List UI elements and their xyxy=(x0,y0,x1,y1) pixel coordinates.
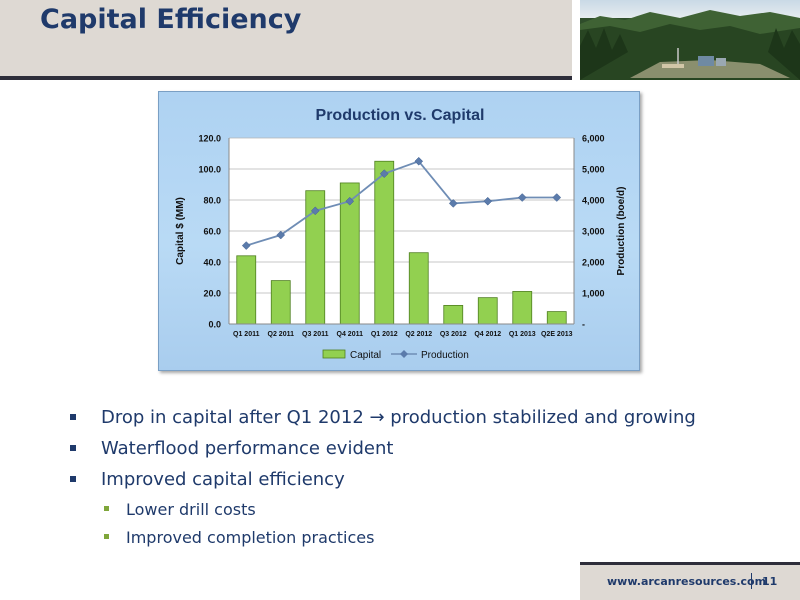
x-tick-label: Q2 2011 xyxy=(268,331,295,338)
x-tick-label: Q3 2011 xyxy=(302,331,329,338)
y-tick-label: 40.0 xyxy=(203,258,221,268)
bullet-text: Improved capital efficiency xyxy=(101,469,345,490)
y2-tick-label: - xyxy=(582,320,585,330)
production-point xyxy=(414,156,424,166)
capital-bar xyxy=(546,311,567,325)
bullet-item: Waterflood performance evident xyxy=(70,436,790,467)
x-tick-label: Q3 2012 xyxy=(440,331,467,338)
legend-swatch-capital xyxy=(322,349,346,359)
x-tick-label: Q1 2012 xyxy=(371,331,398,338)
bullet-marker-icon xyxy=(70,476,76,482)
capital-bar xyxy=(236,255,257,325)
page-number: 11 xyxy=(762,575,778,588)
production-point xyxy=(276,230,286,240)
sub-bullet-marker-icon xyxy=(104,506,109,511)
sub-bullet-text: Improved completion practices xyxy=(126,528,375,547)
y2-tick-label: 6,000 xyxy=(582,134,605,144)
capital-bar xyxy=(374,160,395,325)
x-tick-label: Q1 2011 xyxy=(233,331,260,338)
production-point xyxy=(517,193,527,202)
footer-separator xyxy=(751,573,752,589)
production-point xyxy=(310,206,320,216)
legend-label-capital: Capital xyxy=(350,350,381,361)
y-tick-label: 60.0 xyxy=(203,227,221,237)
y-tick-label: 100.0 xyxy=(198,165,221,175)
y2-axis-title: Production (boe/d) xyxy=(616,187,627,276)
sub-bullet-item: Lower drill costs xyxy=(70,498,790,526)
bullet-marker-icon xyxy=(70,414,76,420)
header-divider xyxy=(0,76,572,80)
bullet-item: Drop in capital after Q1 2012 → producti… xyxy=(70,405,790,436)
website-link[interactable]: www.arcanresources.com xyxy=(607,575,767,588)
bullet-text: Drop in capital after Q1 2012 → producti… xyxy=(101,407,696,428)
legend-label-production: Production xyxy=(421,350,469,361)
slide-title: Capital Efficiency xyxy=(40,4,302,35)
capital-bar xyxy=(512,291,533,325)
chart-canvas: 0.0 20.0 40.0 60.0 80.0 100.0 120.0 - 1,000 2,000… xyxy=(175,107,627,361)
production-vs-capital-chart: 0.0 20.0 40.0 60.0 80.0 100.0 120.0 - 1,000 2,000… xyxy=(158,91,640,371)
production-point xyxy=(552,193,562,202)
x-tick-label: Q4 2012 xyxy=(474,331,501,338)
capital-bar xyxy=(443,304,464,325)
x-tick-label: Q2 2012 xyxy=(405,331,432,338)
bullet-marker-icon xyxy=(70,445,76,451)
y2-tick-label: 4,000 xyxy=(582,196,605,206)
production-point xyxy=(448,199,458,208)
bullet-item: Improved capital efficiency xyxy=(70,467,790,498)
production-point xyxy=(241,241,251,250)
capital-bar xyxy=(477,297,498,325)
production-point xyxy=(379,169,389,179)
y2-tick-label: 1,000 xyxy=(582,289,605,299)
sub-bullet-item: Improved completion practices xyxy=(70,526,790,554)
header-band xyxy=(0,0,572,76)
capital-bar xyxy=(270,280,291,325)
y2-tick-label: 2,000 xyxy=(582,258,605,268)
footer-divider xyxy=(580,562,800,565)
y-tick-label: 120.0 xyxy=(198,134,221,144)
x-tick-label: Q1 2013 xyxy=(509,331,536,338)
production-point xyxy=(483,196,493,206)
bullet-text: Waterflood performance evident xyxy=(101,438,394,459)
y2-tick-label: 5,000 xyxy=(582,165,605,175)
x-tick-label: Q4 2011 xyxy=(337,331,364,338)
y-axis-title: Capital $ (MM) xyxy=(175,197,186,265)
production-line xyxy=(245,160,557,247)
y-tick-label: 20.0 xyxy=(203,289,221,299)
y-tick-label: 80.0 xyxy=(203,196,221,206)
production-point xyxy=(345,196,355,206)
bullet-list: Drop in capital after Q1 2012 → producti… xyxy=(70,405,790,554)
x-tick-label: Q2E 2013 xyxy=(541,331,573,338)
footer-band xyxy=(580,565,800,600)
sub-bullet-marker-icon xyxy=(104,534,109,539)
oilfield-photo xyxy=(580,0,800,80)
chart-legend: Capital Production xyxy=(322,349,469,361)
y2-tick-label: 3,000 xyxy=(582,227,605,237)
legend-marker-production xyxy=(400,350,408,358)
sub-bullet-text: Lower drill costs xyxy=(126,500,256,519)
chart-title: Production vs. Capital xyxy=(316,107,485,124)
y-tick-label: 0.0 xyxy=(208,320,221,330)
capital-bar xyxy=(408,252,429,325)
